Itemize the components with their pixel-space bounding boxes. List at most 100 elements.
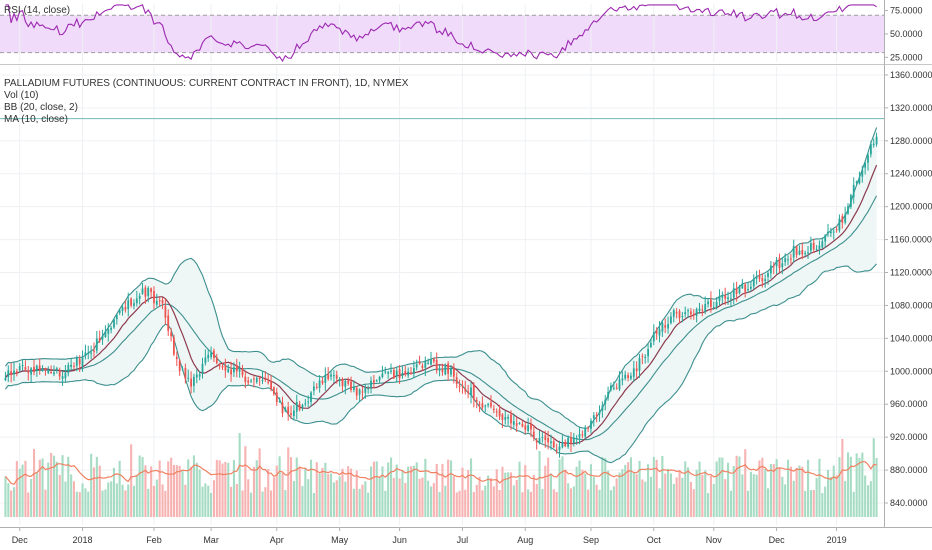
- candle: [87, 345, 90, 360]
- volume-bar: [752, 474, 755, 517]
- candle: [355, 385, 358, 401]
- candle: [567, 435, 569, 449]
- candle: [255, 376, 258, 384]
- volume-bar: [415, 462, 418, 517]
- candle: [387, 370, 390, 379]
- candle: [230, 361, 232, 382]
- candle: [361, 386, 364, 400]
- candle-body: [827, 231, 829, 234]
- candle-body: [161, 300, 164, 304]
- volume-bar: [275, 465, 278, 517]
- volume-bar: [647, 464, 650, 517]
- volume-bar: [461, 467, 464, 517]
- candle-body: [470, 387, 472, 396]
- volume-bar: [58, 474, 61, 517]
- candle: [698, 302, 701, 314]
- candle: [161, 297, 164, 310]
- candle-body: [195, 374, 198, 378]
- candle: [590, 418, 592, 434]
- volume-bar: [524, 465, 527, 517]
- candle: [227, 364, 230, 374]
- volume-bar: [41, 458, 44, 517]
- candle: [747, 282, 749, 294]
- candle: [612, 381, 615, 391]
- volume-bar: [10, 490, 13, 517]
- candle-body: [618, 379, 621, 390]
- candle: [313, 381, 315, 396]
- candle-body: [35, 365, 38, 371]
- volume-bar: [298, 466, 301, 517]
- candle-body: [698, 308, 701, 311]
- volume-bar: [867, 485, 870, 517]
- volume-bar: [201, 486, 204, 517]
- candle: [241, 364, 244, 378]
- x-tick-label: Sep: [583, 535, 599, 545]
- candle: [344, 378, 347, 395]
- volume-bar: [829, 477, 832, 517]
- volume-bar: [33, 449, 36, 517]
- volume-bar: [444, 485, 447, 517]
- candle-body: [784, 258, 787, 263]
- volume-bar: [144, 465, 147, 517]
- candle: [478, 401, 481, 413]
- candle-body: [75, 357, 78, 366]
- candle-body: [512, 421, 515, 425]
- volume-bar: [241, 490, 244, 517]
- candle: [218, 362, 221, 370]
- candle-body: [818, 245, 821, 249]
- volume-bar: [727, 462, 730, 517]
- candle-body: [564, 442, 567, 447]
- candle: [393, 367, 395, 380]
- candle: [321, 377, 324, 385]
- candle: [253, 376, 255, 388]
- volume-bar: [861, 452, 864, 517]
- volume-bar: [838, 457, 841, 517]
- volume-bar: [190, 466, 193, 517]
- candle: [350, 376, 352, 393]
- candle-body: [44, 368, 47, 371]
- candle: [741, 279, 744, 290]
- volume-bar: [492, 486, 495, 517]
- candle-body: [815, 249, 818, 251]
- volume-bar: [512, 485, 515, 517]
- candle-body: [855, 181, 858, 183]
- candle-body: [70, 364, 72, 367]
- candle: [710, 291, 712, 313]
- candle: [770, 260, 772, 279]
- volume-bar: [187, 459, 190, 517]
- legend-volume: Vol (10): [4, 90, 38, 101]
- x-tick-label: 2019: [827, 535, 847, 545]
- candle: [221, 362, 224, 371]
- candle-body: [427, 362, 429, 364]
- candle-body: [687, 310, 689, 312]
- candle-body: [684, 312, 687, 315]
- candle-body: [750, 286, 752, 289]
- candle-body: [421, 365, 424, 368]
- candle: [850, 193, 852, 209]
- candle-body: [807, 252, 809, 254]
- volume-bar: [744, 449, 747, 517]
- candle-body: [692, 313, 695, 315]
- volume-bar: [661, 456, 664, 517]
- candle: [564, 439, 567, 448]
- candle: [10, 363, 12, 383]
- volume-bar: [35, 472, 38, 517]
- candle-body: [830, 231, 832, 233]
- candle: [98, 330, 101, 343]
- candle-body: [441, 369, 444, 373]
- volume-bar: [432, 483, 435, 517]
- volume-bar: [204, 483, 207, 517]
- volume-bar: [38, 459, 41, 517]
- candle: [844, 206, 847, 225]
- candle: [764, 274, 767, 288]
- candle-body: [664, 325, 667, 328]
- candle-body: [424, 360, 427, 368]
- candle-body: [844, 214, 847, 223]
- candle-body: [187, 377, 190, 379]
- candle: [244, 371, 247, 389]
- candle: [193, 373, 195, 393]
- volume-bar: [764, 468, 767, 517]
- candle: [621, 371, 624, 386]
- candle-body: [47, 371, 50, 373]
- volume-bar: [601, 457, 604, 517]
